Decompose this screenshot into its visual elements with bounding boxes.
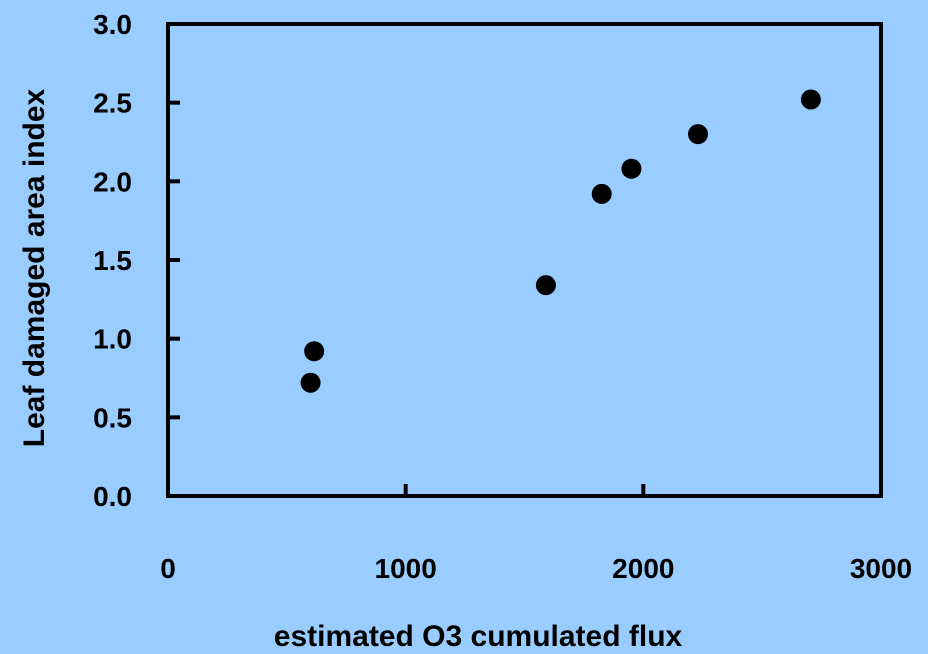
x-tick-label: 0 xyxy=(160,553,176,584)
data-point xyxy=(800,89,821,110)
data-point xyxy=(621,158,642,179)
y-tick-label: 2.0 xyxy=(93,166,132,197)
data-point xyxy=(304,341,325,362)
x-tick-label: 1000 xyxy=(375,553,437,584)
y-tick-label: 3.0 xyxy=(93,9,132,40)
data-points xyxy=(300,89,821,393)
y-tick-label: 0.0 xyxy=(93,481,132,512)
y-tick-label: 0.5 xyxy=(93,402,132,433)
x-axis-title: estimated O3 cumulated flux xyxy=(274,620,683,653)
y-tick-label: 1.0 xyxy=(93,324,132,355)
y-tick-label: 1.5 xyxy=(93,245,132,276)
x-axis-tick-labels: 0 1000 2000 3000 xyxy=(160,553,912,584)
data-point xyxy=(300,372,321,393)
y-axis-ticks xyxy=(168,22,180,498)
x-axis-ticks xyxy=(166,484,883,496)
data-point xyxy=(591,183,612,204)
data-point xyxy=(535,275,556,296)
data-point xyxy=(687,124,708,145)
y-axis-title: Leaf damaged area index xyxy=(18,88,51,447)
x-tick-label: 2000 xyxy=(612,553,674,584)
y-tick-label: 2.5 xyxy=(93,88,132,119)
x-tick-label: 3000 xyxy=(850,553,912,584)
y-axis-tick-labels: 0.0 0.5 1.0 1.5 2.0 2.5 3.0 xyxy=(93,9,132,512)
